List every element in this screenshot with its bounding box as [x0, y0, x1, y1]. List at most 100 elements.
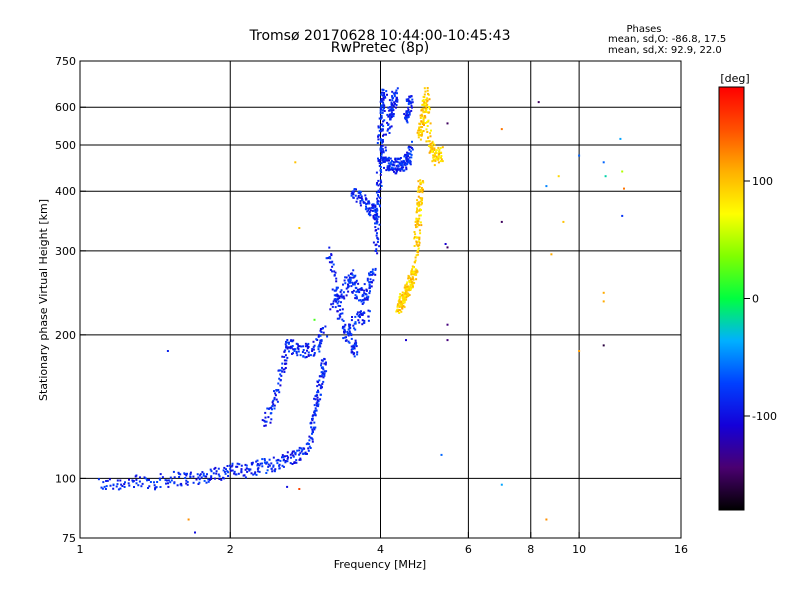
y-axis-label: Stationary phase Virtual Height [km]	[37, 199, 50, 401]
echo-point	[403, 300, 406, 303]
echo-point	[316, 394, 319, 397]
echo-point	[415, 241, 418, 244]
echo-point	[317, 389, 319, 392]
echo-point	[336, 302, 339, 305]
echo-point	[106, 479, 109, 482]
echo-point	[167, 485, 170, 488]
echo-point	[360, 195, 363, 198]
echo-point	[421, 103, 424, 106]
echo-point	[252, 473, 255, 476]
echo-point	[384, 156, 387, 159]
echo-point	[180, 482, 183, 485]
echo-point	[392, 115, 395, 118]
echo-point	[306, 347, 309, 350]
echo-point	[306, 349, 308, 352]
echo-point	[116, 483, 119, 486]
echo-point	[272, 465, 275, 468]
echo-point	[354, 328, 357, 331]
echo-point	[374, 226, 377, 229]
echo-point	[288, 346, 291, 349]
echo-point	[390, 111, 393, 114]
echo-point	[386, 129, 389, 132]
echo-point	[296, 346, 299, 349]
echo-point	[419, 182, 422, 185]
echo-point	[407, 158, 410, 161]
echo-point	[147, 487, 149, 489]
echo-point	[423, 124, 425, 126]
echo-point	[375, 243, 378, 246]
echo-point	[334, 306, 337, 309]
echo-point	[350, 192, 353, 195]
echo-point	[223, 466, 226, 469]
echo-point	[335, 288, 338, 291]
echo-point	[419, 134, 422, 137]
echo-point	[386, 159, 388, 162]
echo-point	[421, 130, 424, 133]
echo-point	[382, 133, 385, 136]
echo-point	[337, 300, 340, 303]
echo-point	[425, 98, 428, 101]
echo-point	[277, 389, 280, 391]
echo-point	[360, 300, 363, 303]
echo-point	[353, 355, 356, 358]
echo-point	[253, 472, 256, 475]
echo-point	[322, 380, 325, 383]
echo-point	[192, 481, 195, 484]
echo-point	[290, 456, 292, 459]
echo-point	[394, 91, 397, 94]
echo-point	[304, 342, 307, 345]
echo-point	[353, 346, 356, 349]
echo-point	[267, 416, 270, 419]
echo-point	[334, 298, 337, 300]
echo-point	[247, 468, 250, 471]
echo-point	[270, 406, 273, 409]
echo-point	[441, 146, 444, 149]
echo-point	[375, 222, 378, 225]
echo-point	[316, 396, 319, 399]
echo-point	[266, 469, 269, 472]
echo-point	[296, 343, 299, 346]
echo-point	[284, 455, 286, 458]
echo-point	[381, 159, 384, 161]
echo-point	[278, 391, 281, 394]
echo-point	[316, 385, 319, 388]
echo-point	[390, 112, 393, 115]
echo-point	[393, 164, 396, 167]
echo-point	[365, 296, 368, 299]
echo-point	[408, 156, 411, 159]
echo-point	[360, 196, 363, 199]
echo-point	[376, 209, 379, 212]
echo-point	[187, 518, 190, 521]
echo-point	[388, 127, 391, 130]
echo-point	[441, 160, 444, 163]
echo-point	[294, 161, 297, 164]
echo-point	[578, 350, 581, 352]
echo-point	[404, 153, 407, 156]
echo-point	[283, 359, 286, 362]
echo-point	[426, 89, 429, 92]
echo-point	[415, 273, 418, 276]
echo-point	[245, 467, 248, 470]
echo-point	[159, 473, 162, 476]
echo-point	[305, 356, 308, 358]
y-axis-ticks: 75 100 200 300 400 500 600 750	[55, 55, 86, 545]
echo-point	[426, 125, 429, 127]
echo-point	[304, 451, 307, 454]
echo-point	[235, 465, 238, 468]
echo-point	[307, 443, 310, 445]
echo-point	[268, 458, 271, 461]
echo-point	[330, 253, 333, 256]
echo-point	[202, 472, 205, 475]
echo-point	[339, 312, 342, 315]
echo-point	[432, 159, 435, 162]
echo-point	[429, 132, 431, 135]
echo-point	[404, 164, 407, 167]
echo-point	[405, 296, 408, 299]
echo-point	[376, 182, 379, 184]
echo-point	[428, 98, 431, 101]
echo-point	[389, 161, 392, 164]
echo-point	[227, 475, 230, 477]
echo-point	[399, 168, 402, 171]
echo-point	[276, 459, 279, 462]
echo-point	[276, 389, 279, 392]
